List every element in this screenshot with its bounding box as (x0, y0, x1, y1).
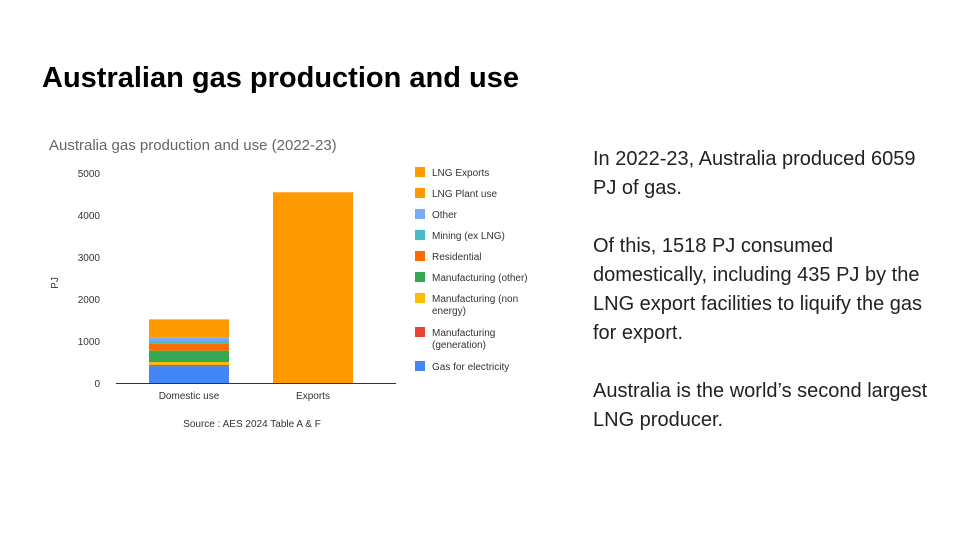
chart-source: Source : AES 2024 Table A & F (183, 419, 321, 430)
bar-segment (273, 192, 353, 383)
legend-swatch (415, 327, 425, 337)
legend-swatch (415, 188, 425, 198)
bar-segment (149, 319, 229, 338)
y-tick-label: 2000 (78, 295, 101, 306)
y-axis: 0 1000 2000 3000 4000 5000 (78, 169, 101, 390)
x-tick-label: Exports (296, 391, 330, 402)
y-tick-label: 4000 (78, 211, 101, 222)
y-tick-label: 1000 (78, 337, 101, 348)
legend: LNG Exports LNG Plant use Other Mining (ex … (415, 167, 528, 373)
legend-swatch (415, 293, 425, 303)
legend-swatch (415, 167, 425, 177)
bars (149, 192, 353, 383)
paragraph-production: In 2022-23, Australia produced 6059 PJ o… (593, 148, 916, 199)
legend-label: Other (432, 210, 458, 221)
legend-label: Gas for electricity (432, 362, 509, 373)
bar-segment (149, 341, 229, 344)
legend-label: Manufacturing (non energy) (432, 294, 518, 317)
legend-label: Residential (432, 252, 481, 263)
bar-segment (149, 343, 229, 351)
bar-segment (149, 366, 229, 383)
legend-swatch (415, 361, 425, 371)
slide-title: Australian gas production and use (42, 62, 519, 94)
y-tick-label: 0 (94, 379, 100, 390)
legend-swatch (415, 230, 425, 240)
bar-segment (149, 337, 229, 341)
legend-swatch (415, 251, 425, 261)
chart: Australia gas production and use (2022-2… (40, 128, 560, 438)
paragraph-domestic: Of this, 1518 PJ consumed domestically, … (593, 235, 923, 344)
chart-title: Australia gas production and use (2022-2… (49, 137, 337, 154)
legend-label: LNG Exports (432, 168, 489, 179)
stacked-bar-chart: Australia gas production and use (2022-2… (49, 137, 528, 430)
legend-label: Manufacturing (other) (432, 273, 528, 284)
bar-segment (149, 364, 229, 367)
bar-segment (149, 362, 229, 365)
y-tick-label: 5000 (78, 169, 101, 180)
y-tick-label: 3000 (78, 253, 101, 264)
bar-segment (149, 350, 229, 362)
x-axis: Domestic use Exports (159, 391, 330, 402)
legend-label: LNG Plant use (432, 189, 497, 200)
y-axis-label: PJ (50, 277, 61, 289)
legend-swatch (415, 209, 425, 219)
legend-label: Manufacturing (generation) (432, 328, 495, 351)
x-tick-label: Domestic use (159, 391, 220, 402)
legend-swatch (415, 272, 425, 282)
body-text: In 2022-23, Australia produced 6059 PJ o… (593, 145, 943, 435)
paragraph-ranking: Australia is the world’s second largest … (593, 380, 928, 431)
legend-label: Mining (ex LNG) (432, 231, 505, 242)
